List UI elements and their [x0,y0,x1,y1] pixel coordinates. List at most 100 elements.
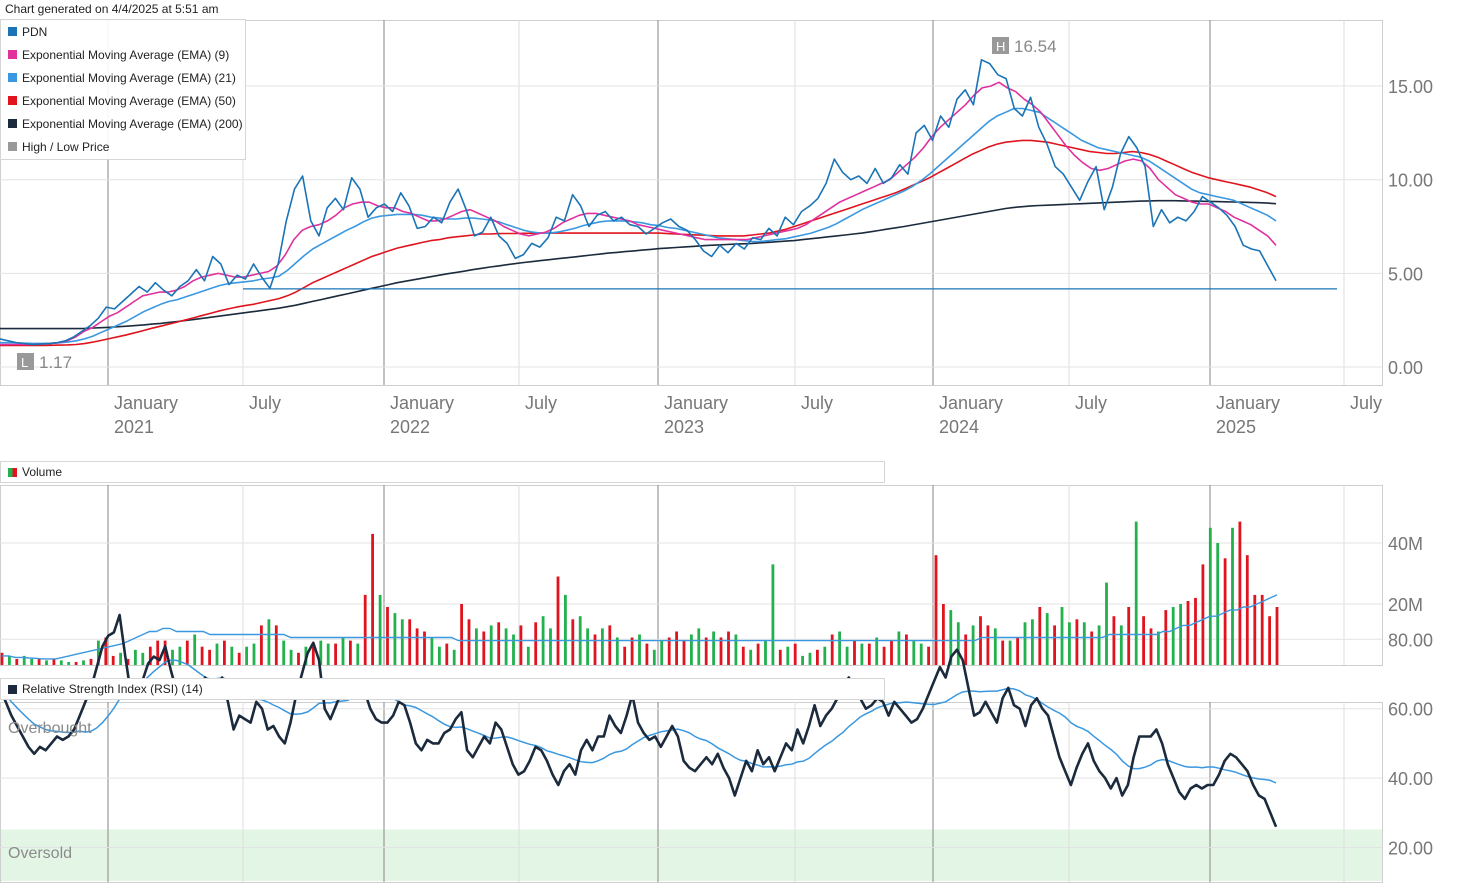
volume-bar [1119,625,1123,665]
price-y-tick: 10.00 [1388,171,1433,191]
volume-bar [1260,594,1264,665]
rsi-legend-label: Relative Strength Index (RSI) (14) [22,682,203,696]
volume-bar [519,625,523,665]
volume-bar [1179,604,1182,665]
volume-bar [867,643,871,665]
volume-bar [274,625,278,665]
volume-bar [97,640,100,665]
volume-bar [949,610,953,665]
x-tick-year: 2023 [664,417,704,437]
volume-bar [690,634,693,665]
volume-bar [712,631,715,665]
volume-bar [59,660,63,665]
volume-bar [1245,555,1249,665]
x-tick-month: July [1075,393,1107,413]
volume-bar [571,619,575,666]
volume-bar [512,634,515,665]
volume-bar [89,658,93,665]
volume-bar [67,662,71,665]
rsi-y-tick: 40.00 [1388,769,1433,789]
low-value-label: 1.17 [39,353,72,372]
volume-bar [341,637,345,665]
volume-bar [400,619,404,666]
volume-bar [0,652,4,665]
volume-bar [1142,616,1145,665]
volume-bar [111,655,115,665]
x-tick-month: January [114,393,178,413]
price-y-tick: 15.00 [1388,77,1433,97]
rsi-y-tick: 20.00 [1388,839,1433,859]
volume-bar [237,652,241,665]
overbought-label: Overbought [8,720,92,737]
volume-bar [830,634,834,665]
volume-bar [816,649,819,666]
volume-bar [564,594,567,665]
volume-bar [652,649,656,666]
volume-bar [964,634,968,665]
rsi-legend: Relative Strength Index (RSI) (14) [0,678,885,700]
ema-9-line [0,81,1277,346]
volume-bar [927,646,930,665]
volume-bar [267,619,271,666]
volume-bar [230,646,234,665]
volume-bar [223,640,226,665]
volume-bar [667,637,671,665]
volume-bar [601,628,604,665]
legend-label: High / Low Price [22,139,110,154]
volume-bar [890,640,893,665]
volume-bar [8,655,11,665]
volume-bar [356,643,360,665]
legend-swatch [8,119,17,128]
high-value-label: 16.54 [1014,37,1057,56]
volume-bar [104,637,108,665]
volume-bar [475,628,478,665]
volume-bar [764,640,767,665]
volume-bar [37,658,41,665]
rsi-y-tick: 60.00 [1388,700,1433,720]
volume-bar [171,649,174,666]
volume-bar [1031,619,1034,666]
volume-bar [1268,616,1271,665]
volume-bar [245,646,248,665]
volume-bar [919,643,923,665]
volume-bar [1090,631,1094,665]
volume-bar [1134,521,1138,665]
volume-bar [156,640,160,665]
legend-swatch [8,27,17,36]
volume-bar [349,640,352,665]
volume-bar [148,646,152,665]
volume-bar [727,631,730,665]
volume-bar [45,660,48,665]
volume-legend-swatch [8,467,17,477]
volume-y-tick: 40M [1388,534,1423,554]
volume-bar [423,631,426,665]
volume-bar [497,622,501,665]
volume-bar [793,643,797,665]
volume-bar [1097,625,1101,665]
volume-frame [0,485,1383,666]
volume-bar [630,637,634,665]
volume-bar [741,646,745,665]
volume-bar [645,643,649,665]
x-tick-month: January [390,393,454,413]
volume-bar [141,652,145,665]
volume-bar [704,637,708,665]
volume-bar [1216,543,1220,665]
volume-bar [386,607,389,665]
volume-bar [311,646,315,665]
volume-bar [1208,527,1212,666]
volume-bar [993,628,997,665]
volume-bar [215,643,219,665]
legend-swatch [8,142,17,151]
volume-bar [1001,640,1005,665]
rsi-legend-swatch [8,684,17,694]
legend-item: Exponential Moving Average (EMA) (21) [1,66,245,89]
volume-bar [1016,637,1019,665]
volume-bar [838,631,841,665]
volume-bar [1231,527,1234,666]
legend-item: High / Low Price [1,135,245,158]
volume-bar [845,646,849,665]
x-tick-month: January [939,393,1003,413]
volume-bar [615,637,619,665]
price-y-tick: 0.00 [1388,358,1423,378]
